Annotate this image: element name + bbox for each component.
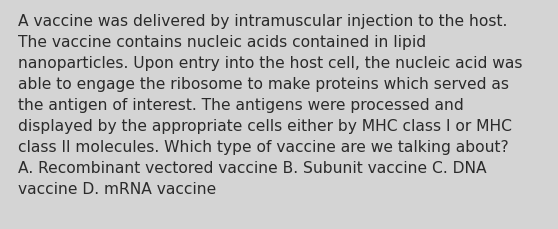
- Text: The vaccine contains nucleic acids contained in lipid: The vaccine contains nucleic acids conta…: [18, 35, 426, 50]
- Text: A vaccine was delivered by intramuscular injection to the host.: A vaccine was delivered by intramuscular…: [18, 14, 507, 29]
- Text: class II molecules. Which type of vaccine are we talking about?: class II molecules. Which type of vaccin…: [18, 139, 509, 154]
- Text: nanoparticles. Upon entry into the host cell, the nucleic acid was: nanoparticles. Upon entry into the host …: [18, 56, 522, 71]
- Text: the antigen of interest. The antigens were processed and: the antigen of interest. The antigens we…: [18, 98, 464, 112]
- Text: A. Recombinant vectored vaccine B. Subunit vaccine C. DNA: A. Recombinant vectored vaccine B. Subun…: [18, 160, 487, 175]
- Text: able to engage the ribosome to make proteins which served as: able to engage the ribosome to make prot…: [18, 77, 509, 92]
- Text: vaccine D. mRNA vaccine: vaccine D. mRNA vaccine: [18, 181, 217, 196]
- Text: displayed by the appropriate cells either by MHC class I or MHC: displayed by the appropriate cells eithe…: [18, 118, 512, 134]
